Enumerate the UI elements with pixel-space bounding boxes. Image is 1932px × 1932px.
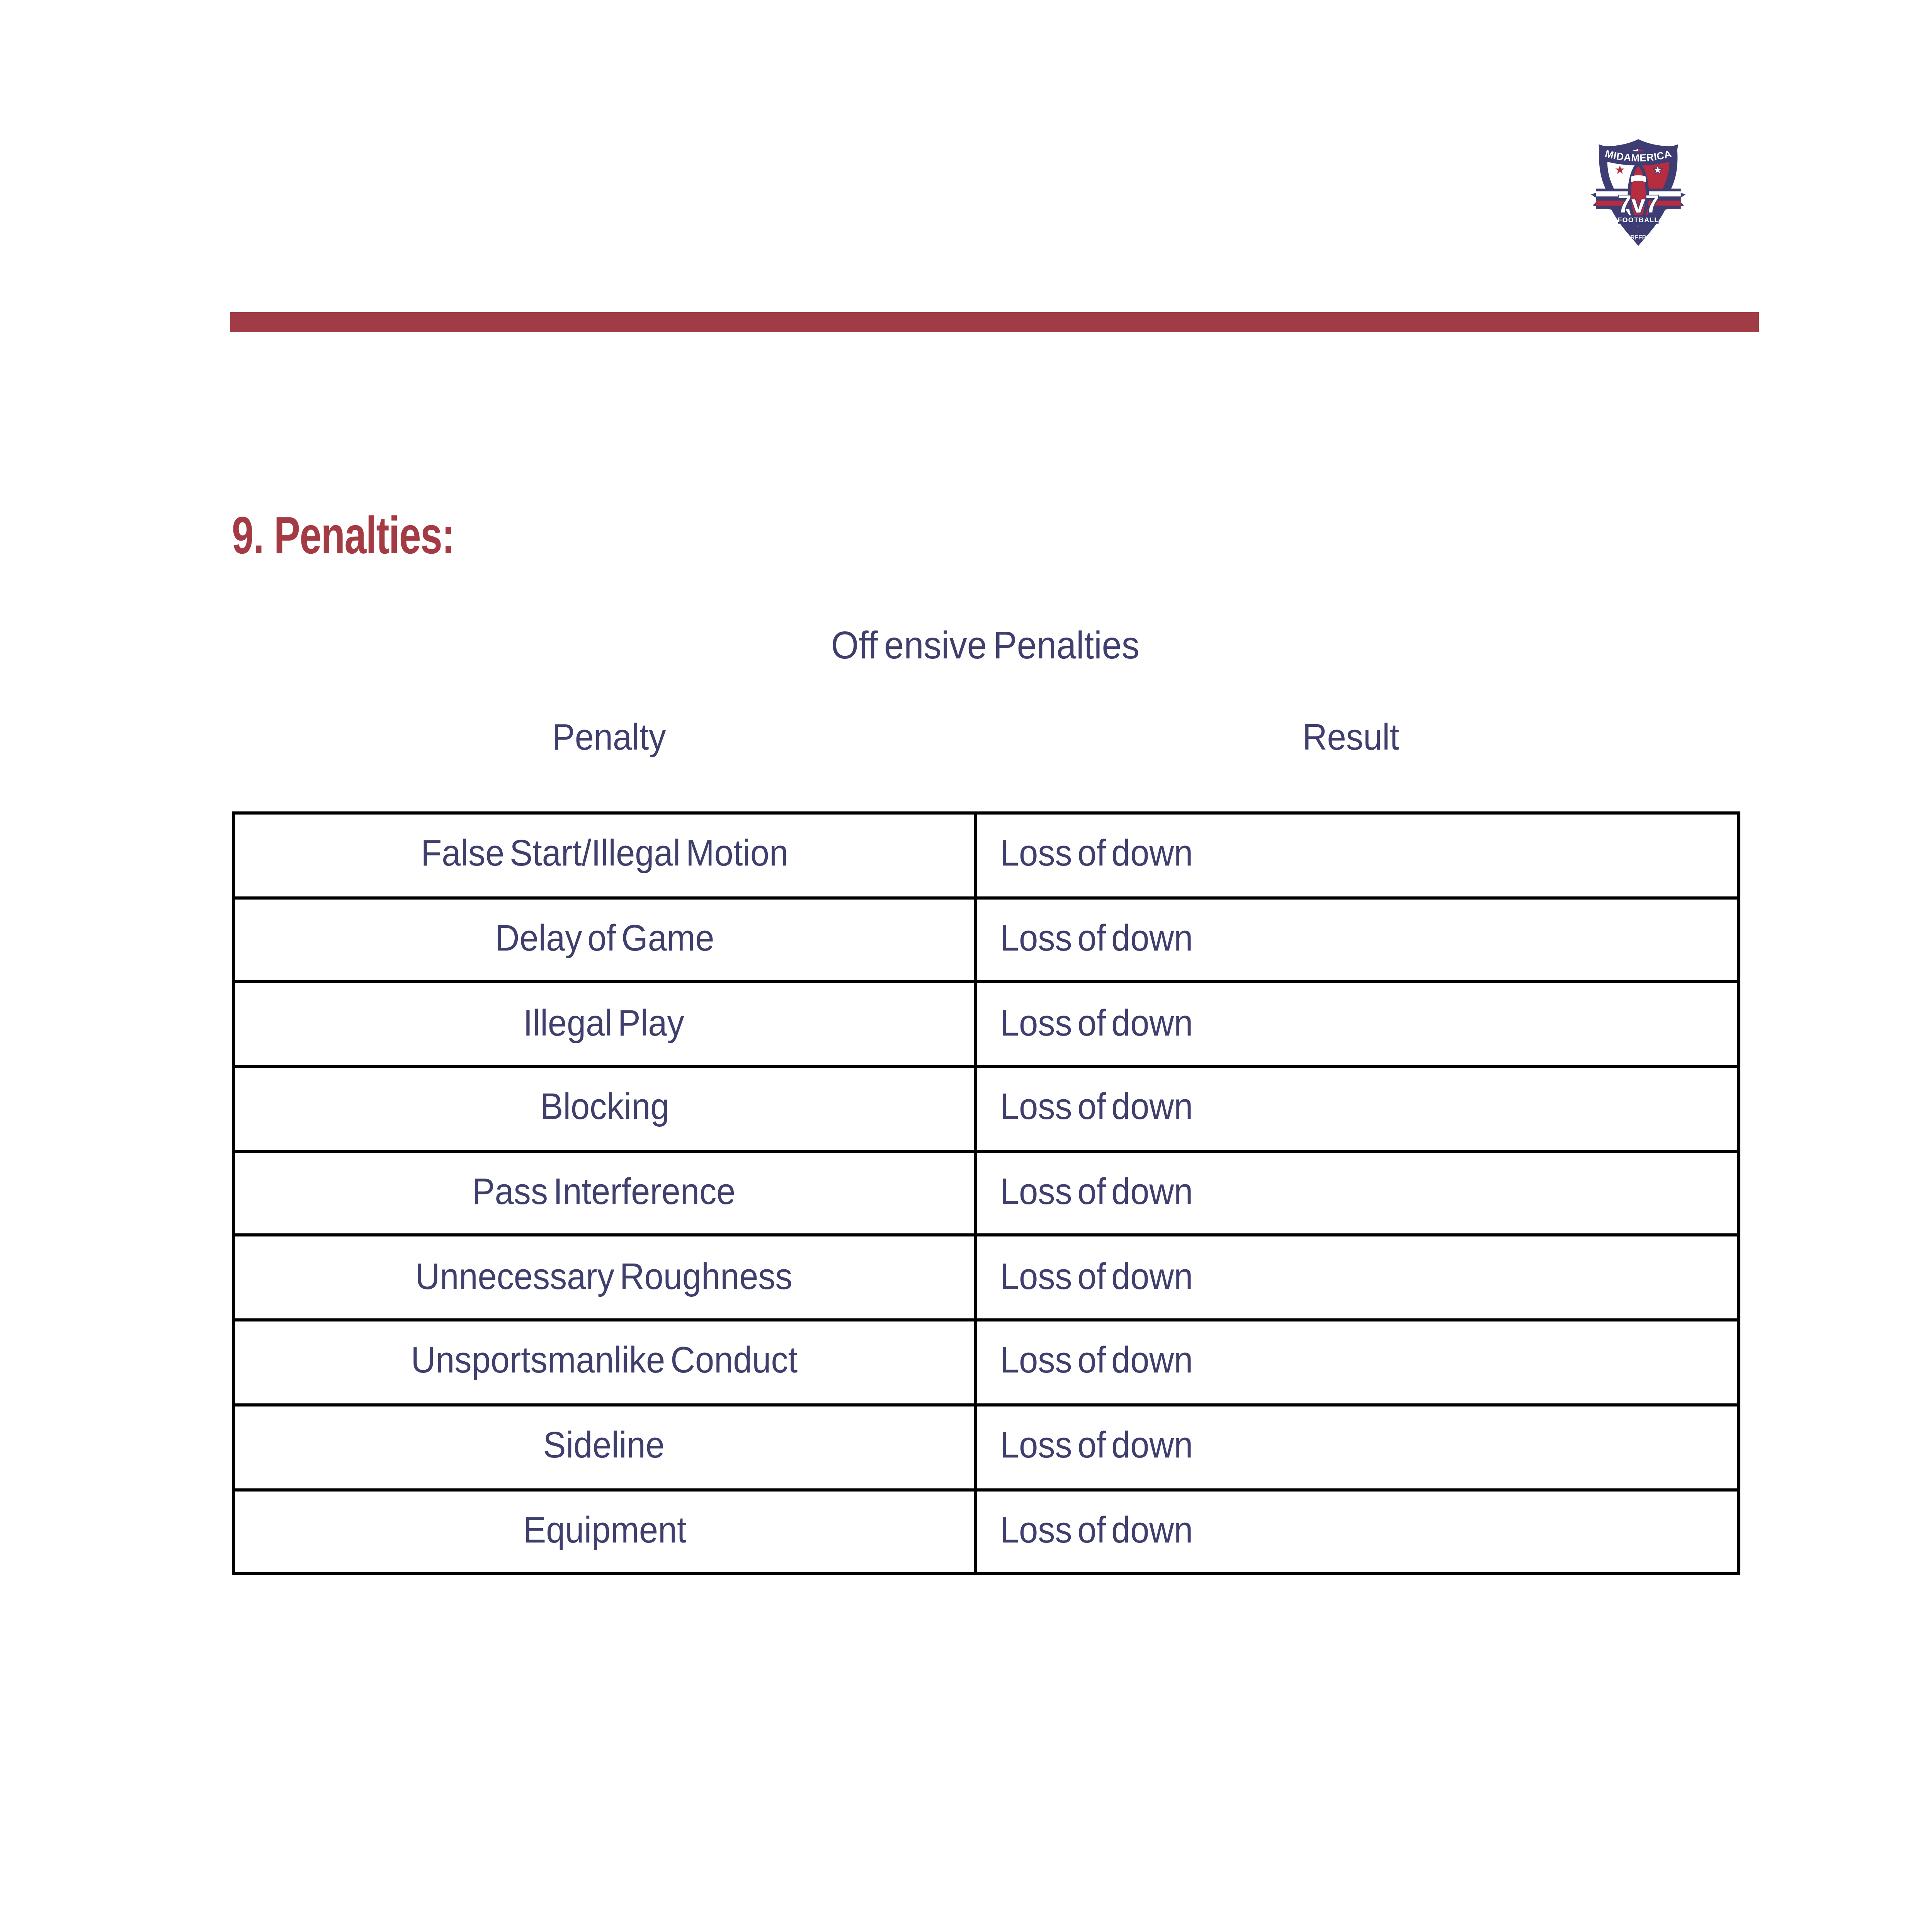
- table-row: Blocking Loss of down: [231, 1065, 1740, 1153]
- penalty-cell: Illegal Play: [231, 980, 977, 1068]
- penalty-cell: False Start/Illegal Motion: [231, 811, 977, 899]
- table-row: Unnecessary Roughness Loss of down: [231, 1234, 1740, 1322]
- result-cell: Loss of down: [974, 1234, 1740, 1322]
- penalty-cell: Pass Interference: [231, 1150, 977, 1237]
- banner-arc: [1599, 144, 1678, 166]
- penalty-text: Blocking: [540, 1087, 669, 1129]
- header-divider-rule: [230, 312, 1759, 332]
- football-text-bar: [1618, 215, 1659, 224]
- result-cell: Loss of down: [974, 980, 1740, 1068]
- penalty-text: Unnecessary Roughness: [416, 1256, 793, 1298]
- penalty-cell: Equipment: [231, 1488, 977, 1575]
- section-heading-text: 9. Penalties:: [232, 507, 455, 566]
- table-row: Illegal Play Loss of down: [231, 980, 1740, 1068]
- penalty-cell: Sideline: [231, 1403, 977, 1491]
- penalty-text: False Start/Illegal Motion: [420, 833, 788, 876]
- penalty-cell: Unsportsmanlike Conduct: [231, 1318, 977, 1406]
- result-text: Loss of down: [1000, 1510, 1193, 1552]
- table-row: Pass Interference Loss of down: [231, 1150, 1740, 1237]
- penalty-cell: Delay of Game: [231, 896, 977, 984]
- result-cell: Loss of down: [974, 896, 1740, 984]
- result-text: Loss of down: [1000, 1340, 1193, 1383]
- left-star-icon: ★: [1614, 163, 1625, 177]
- table-title: Off ensive Penalties: [0, 624, 1932, 669]
- result-cell: Loss of down: [974, 1488, 1740, 1575]
- column-header-penalty-text: Penalty: [553, 717, 667, 759]
- penalty-text: Illegal Play: [524, 1002, 685, 1044]
- result-cell: Loss of down: [974, 1065, 1740, 1153]
- midamerica-7v7-football-logo: ★ ★ MIDAMERICA 7v7 FOOTBALL RFFB: [1583, 136, 1694, 250]
- column-header-result-text: Result: [1302, 717, 1400, 759]
- penalty-text: Sideline: [544, 1425, 665, 1467]
- result-cell: Loss of down: [974, 1403, 1740, 1491]
- table-row: Equipment Loss of down: [231, 1488, 1740, 1575]
- result-text: Loss of down: [1000, 1172, 1193, 1214]
- logo-center-text: 7v7: [1617, 190, 1659, 218]
- result-cell: Loss of down: [974, 1150, 1740, 1237]
- table-row: Delay of Game Loss of down: [231, 896, 1740, 984]
- penalty-text: Equipment: [523, 1510, 686, 1552]
- penalty-text: Pass Interference: [473, 1172, 736, 1214]
- column-header-result: Result: [988, 717, 1714, 760]
- result-text: Loss of down: [1000, 833, 1193, 876]
- table-title-text: Off ensive Penalties: [831, 624, 1140, 668]
- column-header-penalty: Penalty: [232, 717, 988, 760]
- table-body: False Start/Illegal Motion Loss of down …: [231, 811, 1740, 1575]
- logo-bottom-text: RFFB: [1630, 234, 1646, 241]
- table-row: False Start/Illegal Motion Loss of down: [231, 811, 1740, 899]
- right-star-icon: ★: [1652, 163, 1663, 177]
- result-text: Loss of down: [1000, 1425, 1193, 1467]
- penalty-cell: Unnecessary Roughness: [231, 1234, 977, 1322]
- result-text: Loss of down: [1000, 1087, 1193, 1129]
- result-text: Loss of down: [1000, 1256, 1193, 1298]
- section-heading: 9. Penalties:: [232, 507, 529, 567]
- penalty-cell: Blocking: [231, 1065, 977, 1153]
- football-stripe: [1631, 175, 1646, 182]
- badge-shield-graphic: ★ ★ MIDAMERICA 7v7 FOOTBALL RFFB: [1586, 136, 1691, 250]
- table-row: Unsportsmanlike Conduct Loss of down: [231, 1318, 1740, 1406]
- result-text: Loss of down: [1000, 918, 1193, 960]
- penalty-text: Delay of Game: [495, 918, 714, 960]
- table-row: Sideline Loss of down: [231, 1403, 1740, 1491]
- result-text: Loss of down: [1000, 1002, 1193, 1044]
- result-cell: Loss of down: [974, 811, 1740, 899]
- offensive-penalties-table: False Start/Illegal Motion Loss of down …: [231, 811, 1740, 1575]
- penalty-text: Unsportsmanlike Conduct: [411, 1340, 798, 1383]
- result-cell: Loss of down: [974, 1318, 1740, 1406]
- logo-sub-text: FOOTBALL: [1618, 216, 1659, 224]
